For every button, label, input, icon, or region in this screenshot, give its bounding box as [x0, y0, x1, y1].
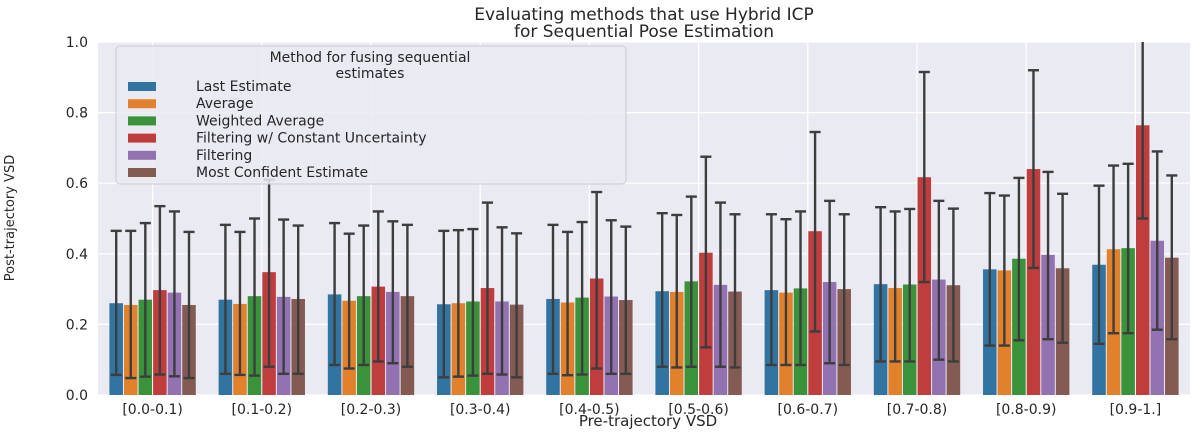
- legend-label: Filtering: [196, 148, 252, 164]
- legend-swatch: [128, 99, 156, 109]
- y-tick-label: 0.0: [66, 388, 88, 404]
- legend-swatch: [128, 82, 156, 91]
- x-tick-label: [0.2-0.3): [341, 402, 402, 418]
- legend-swatch: [128, 150, 156, 160]
- legend-label: Average: [196, 96, 254, 112]
- legend-label: Most Confident Estimate: [196, 165, 368, 181]
- y-tick-label: 0.4: [66, 247, 88, 263]
- legend-label: Last Estimate: [196, 79, 291, 95]
- legend-title-line-1: Method for fusing sequential: [270, 50, 471, 66]
- bar: [917, 177, 932, 395]
- y-tick-label: 1.0: [66, 35, 88, 51]
- legend: Method for fusing sequential estimates L…: [115, 45, 627, 185]
- y-tick-label: 0.8: [66, 106, 88, 122]
- x-tick-label: [0.9-1.]: [1110, 402, 1162, 418]
- x-axis-label: Pre-trajectory VSD: [579, 412, 717, 430]
- legend-box: [115, 45, 627, 185]
- legend-title-line-2: estimates: [336, 66, 405, 82]
- x-tick-label: [0.3-0.4): [450, 402, 511, 418]
- bar: [1026, 169, 1041, 395]
- y-tick-label: 0.2: [66, 317, 88, 333]
- chart-title-line-1: Evaluating methods that use Hybrid ICP: [474, 5, 814, 25]
- x-tick-label: [0.7-0.8): [887, 402, 948, 418]
- chart-title-line-2: for Sequential Pose Estimation: [514, 22, 774, 42]
- legend-label: Weighted Average: [196, 113, 324, 129]
- error-bars-group: [110, 42, 1178, 380]
- x-tick-label: [0.0-0.1): [122, 402, 183, 418]
- legend-swatch: [128, 133, 156, 143]
- x-tick-labels: [0.0-0.1) [0.1-0.2) [0.2-0.3) [0.3-0.4) [0.4…: [122, 402, 1161, 418]
- legend-swatch: [128, 116, 156, 126]
- y-tick-label: 0.6: [66, 176, 88, 192]
- legend-label: Filtering w/ Constant Uncertainty: [196, 131, 427, 147]
- legend-swatch: [128, 168, 156, 177]
- bar: [1135, 125, 1150, 396]
- x-tick-label: [0.8-0.9): [996, 402, 1057, 418]
- x-tick-label: [0.5-0.6): [668, 402, 729, 418]
- x-tick-label: [0.1-0.2): [232, 402, 293, 418]
- x-tick-label: [0.6-0.7): [778, 402, 839, 418]
- y-axis-label: Post-trajectory VSD: [3, 155, 18, 281]
- x-tick-label: [0.4-0.5): [559, 402, 620, 418]
- y-tick-labels: 0.0 0.2 0.4 0.6 0.8 1.0: [66, 35, 88, 404]
